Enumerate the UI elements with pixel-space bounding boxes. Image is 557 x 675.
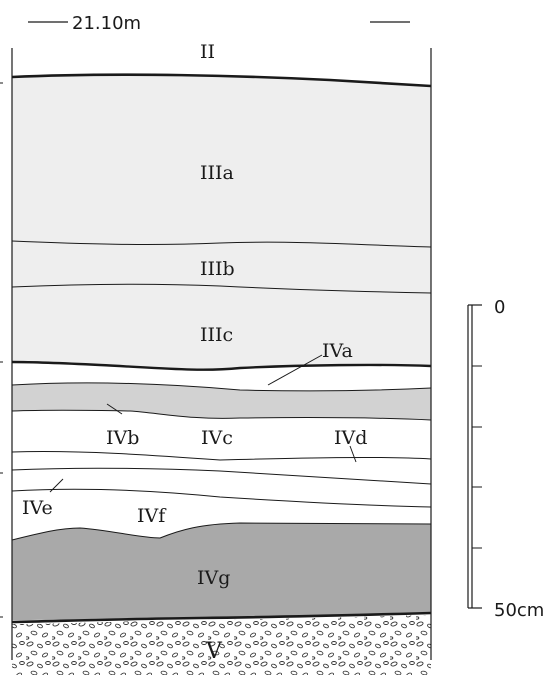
boundary-IVa-top [12, 382, 431, 392]
label-IVa: IVa [322, 340, 353, 362]
boundary-IVd-lower [12, 467, 431, 485]
label-V: V [205, 639, 223, 664]
scale-bar [467, 304, 482, 609]
label-IVb: IVb [106, 427, 139, 449]
leader-IVb [106, 403, 123, 415]
label-IVf: IVf [137, 505, 167, 527]
label-IIIb: IIIb [200, 258, 235, 280]
boundary-IVc-IVd [12, 451, 431, 461]
boundary-II-IIIa [12, 73, 431, 88]
layer-III-fill [12, 74, 431, 370]
boundary-IIIa-IIIb [12, 240, 431, 248]
boundary-III-IV [12, 360, 431, 371]
label-IIIc: IIIc [200, 324, 233, 346]
label-II: II [200, 41, 215, 63]
scale-label-top: 0 [494, 297, 505, 318]
label-IVc: IVc [201, 427, 233, 449]
boundary-IVa-bottom [12, 409, 431, 421]
layer-V-gravel [12, 615, 431, 675]
boundary-IIIb-IIIc [12, 283, 431, 294]
label-IIIa: IIIa [200, 162, 234, 184]
layer-IVg-fill [12, 523, 431, 620]
leader-IVa [267, 354, 323, 386]
leader-IVd [349, 445, 357, 463]
boundary-IVg-V [12, 611, 431, 624]
label-IVg: IVg [197, 567, 230, 589]
boundary-IVf-IVg [12, 522, 431, 541]
elevation-label: 21.10m [72, 13, 141, 34]
boundary-IVe-IVf [12, 488, 431, 508]
leader-IVe [49, 478, 64, 493]
label-IVd: IVd [334, 427, 367, 449]
scale-label-bottom: 50cm [494, 600, 544, 621]
label-IVe: IVe [22, 497, 53, 519]
